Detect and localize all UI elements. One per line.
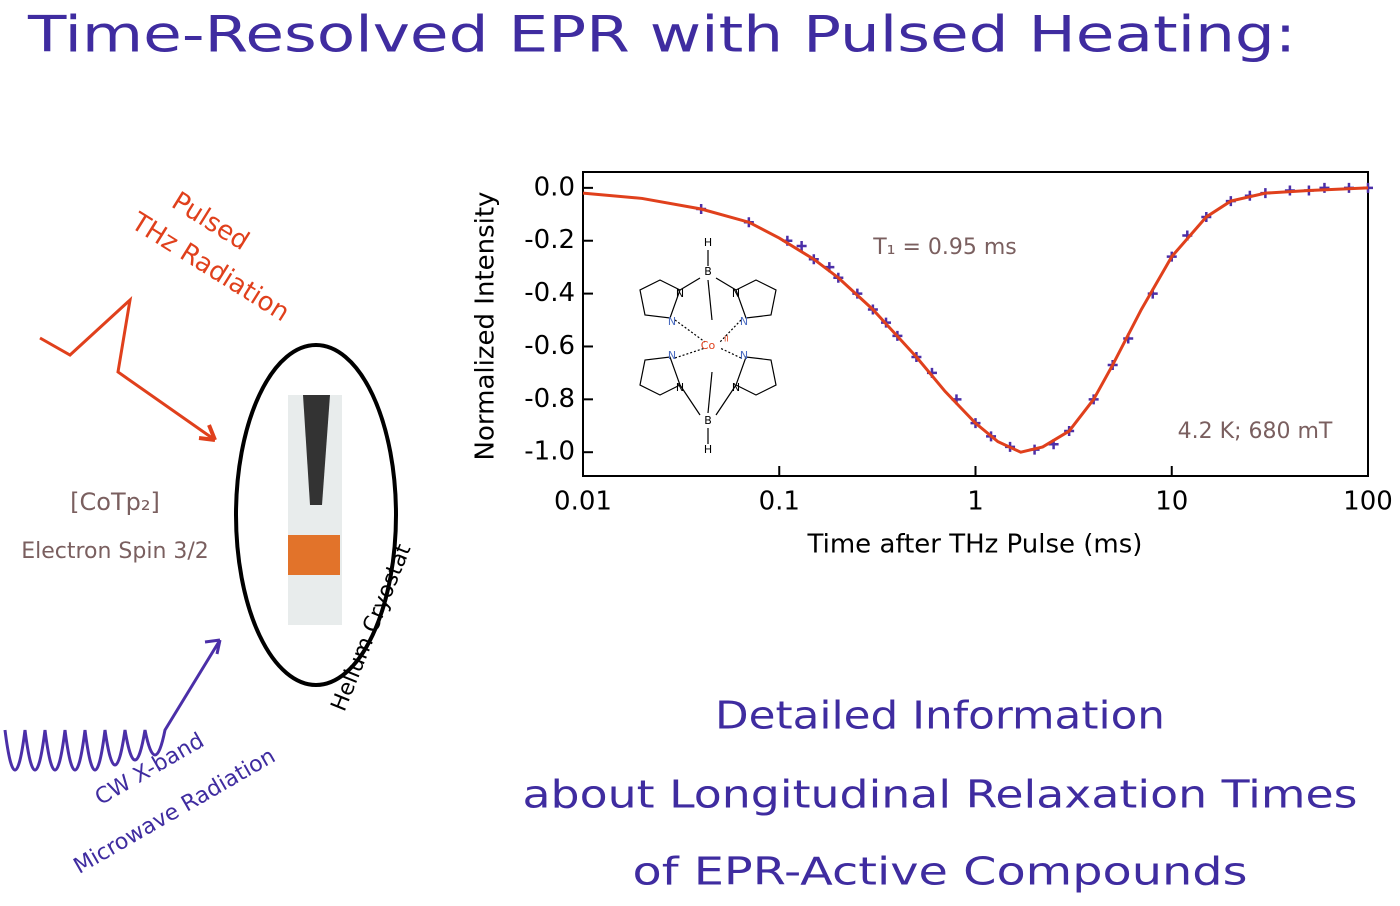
atom: N (732, 287, 740, 300)
atom: H (704, 443, 712, 456)
microwave-wave (3, 639, 222, 772)
molecule (639, 250, 777, 444)
x-tick-label: 100 (1343, 487, 1393, 517)
cryostat (234, 343, 398, 687)
atom: B (704, 265, 712, 278)
atom: B (704, 414, 712, 427)
probe (303, 395, 330, 505)
y-tick-label: -0.8 (524, 384, 575, 414)
oxidation-state: II (724, 335, 729, 344)
microwave-arrow (204, 638, 222, 655)
y-tick-label: 0.0 (534, 172, 575, 202)
atom: N (668, 315, 676, 328)
thz-pulse (39, 295, 216, 442)
annotation: T₁ = 0.95 ms (872, 235, 1017, 260)
footer-line: Detailed Information (715, 694, 1165, 738)
atom: N (740, 315, 748, 328)
thz-arrow (198, 424, 217, 442)
fit-line (582, 186, 1369, 454)
atom: N (740, 349, 748, 362)
y-tick-label: -1.0 (524, 437, 575, 467)
x-axis-label: Time after THz Pulse (ms) (807, 530, 1143, 560)
atom: Co (701, 339, 716, 352)
y-tick-label: -0.2 (524, 225, 575, 255)
atom: N (676, 381, 684, 394)
x-tick-label: 10 (1155, 487, 1188, 517)
atom: N (676, 287, 684, 300)
title: Time-Resolved EPR with Pulsed Heating: (27, 6, 1296, 64)
atom: N (668, 349, 676, 362)
x-tick-label: 0.1 (759, 487, 800, 517)
footer-line: of EPR-Active Compounds (633, 850, 1248, 894)
y-axis-label: Normalized Intensity (471, 192, 501, 461)
sample (288, 535, 340, 575)
footer-line: about Longitudinal Relaxation Times (523, 773, 1358, 817)
spin-label: Electron Spin 3/2 (21, 539, 209, 564)
data-point (796, 241, 807, 252)
x-tick-label: 1 (967, 487, 984, 517)
x-tick-label: 0.01 (554, 487, 612, 517)
y-tick-label: -0.6 (524, 331, 575, 361)
y-tick-label: -0.4 (524, 278, 575, 308)
atom: N (732, 381, 740, 394)
annotation: 4.2 K; 680 mT (1178, 419, 1333, 444)
compound-label: [CoTp₂] (70, 488, 160, 516)
atom: H (704, 236, 712, 249)
